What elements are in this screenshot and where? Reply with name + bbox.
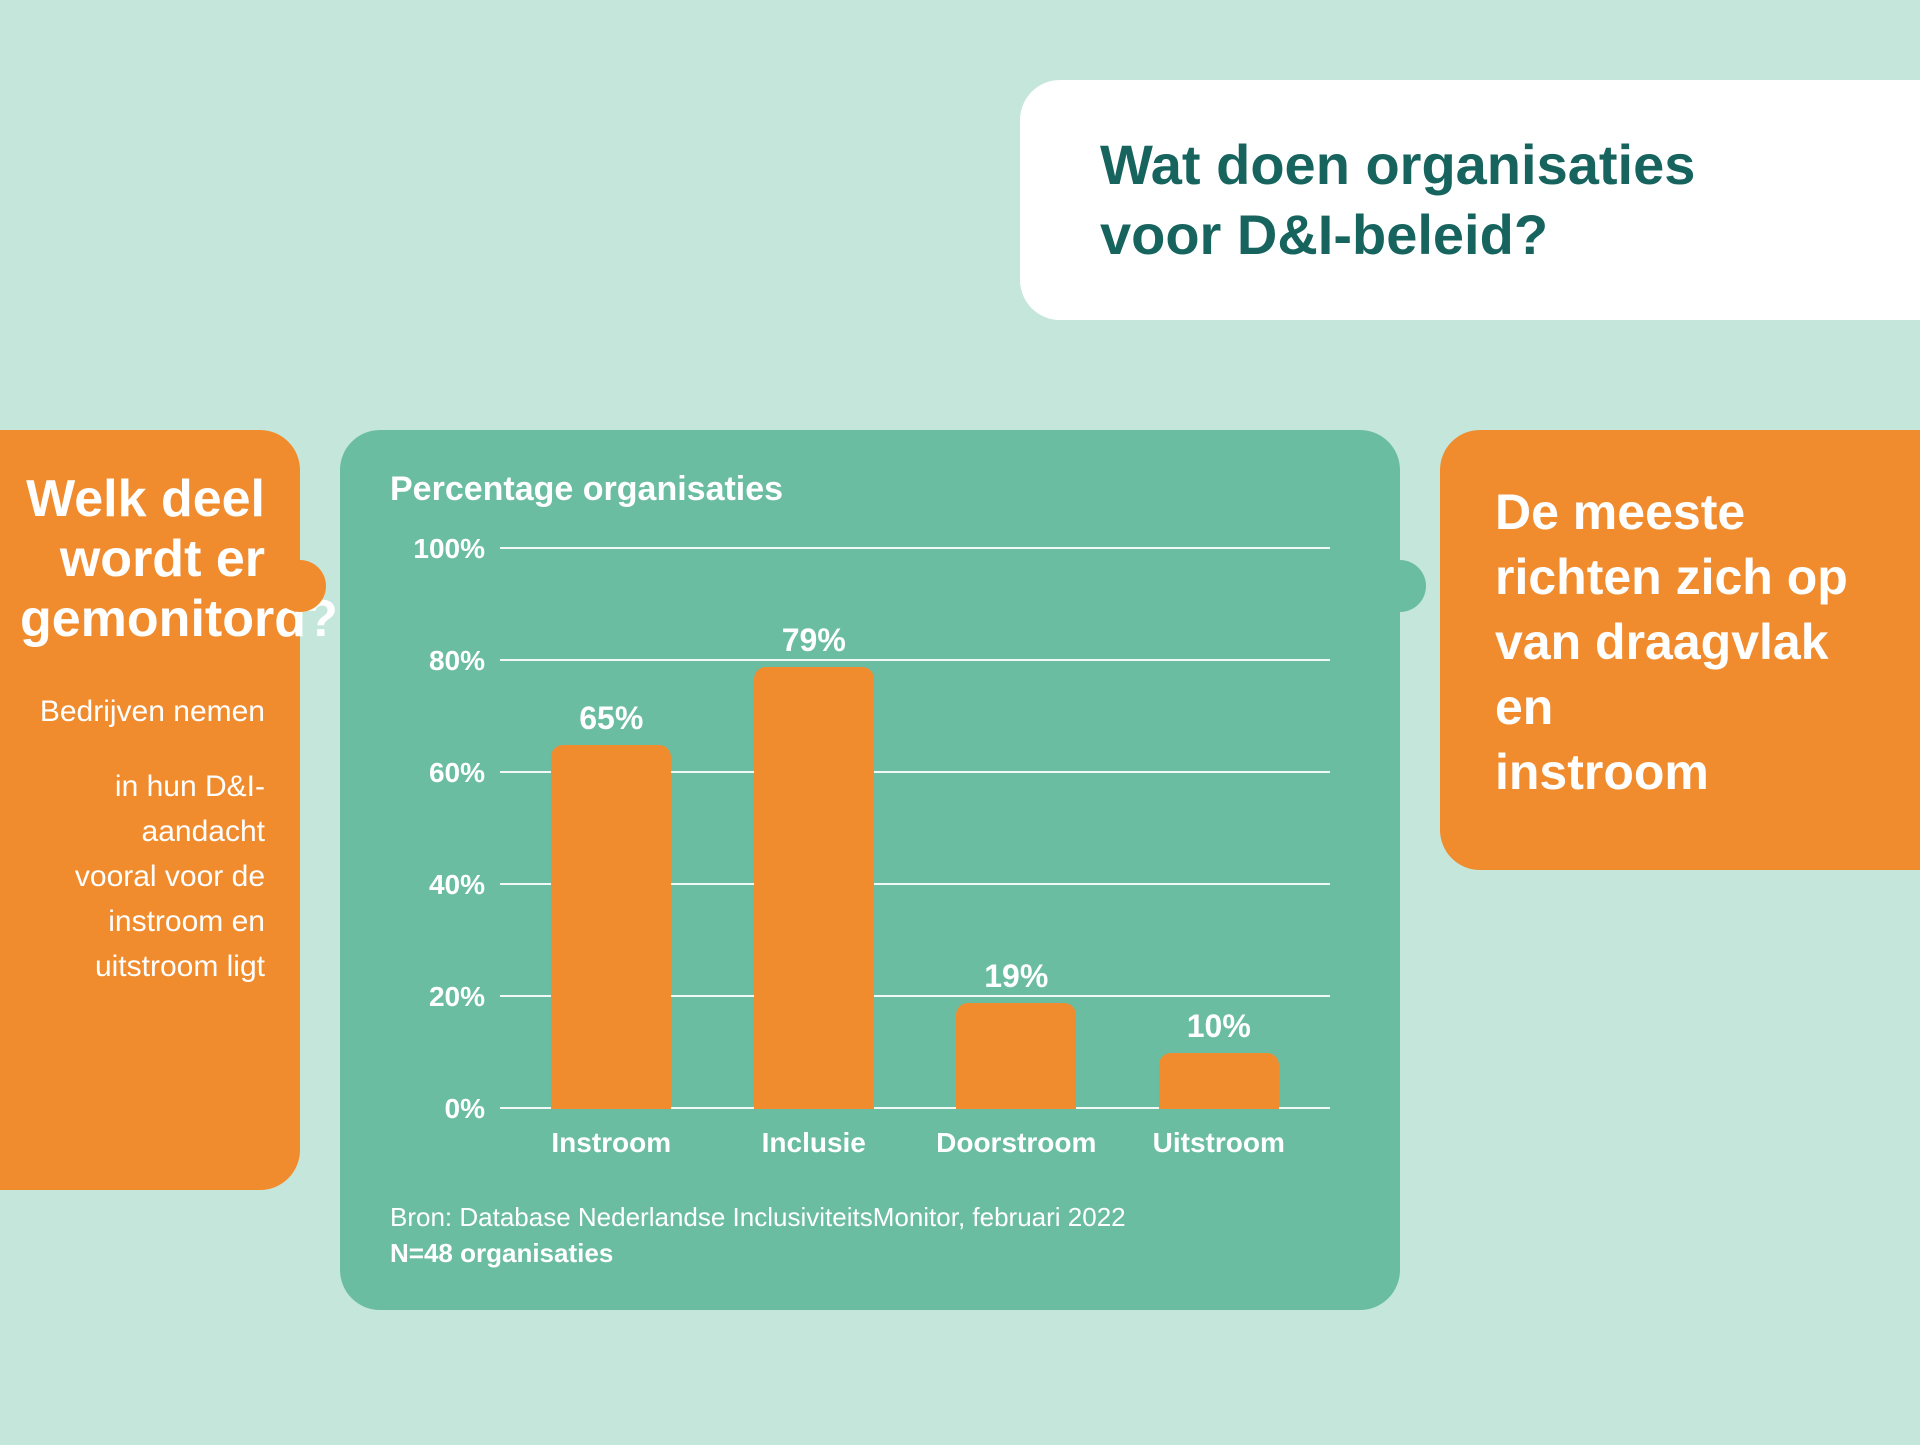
right-callout-panel: De meeste richten zich op van draagvlak … xyxy=(1440,430,1920,870)
bar-chart-panel: Percentage organisaties 0% 20% 40% 60% 80% 10… xyxy=(340,430,1400,1310)
chart-bar xyxy=(956,1003,1076,1109)
left-para-2: in hun D&I- aandacht vooral voor de inst… xyxy=(20,764,265,989)
left-heading-l2: wordt er xyxy=(60,530,265,588)
speech-bubble-tail-icon xyxy=(274,560,326,612)
chart-bar-category-label: Uitstroom xyxy=(1153,1127,1285,1159)
chart-bar xyxy=(754,667,874,1109)
chart-bar-value: 79% xyxy=(782,622,846,659)
right-l1: De meeste xyxy=(1495,484,1745,540)
title-callout: Wat doen organisaties voor D&I-beleid? xyxy=(1020,80,1920,320)
chart-bar-group: 65%Instroom xyxy=(510,549,713,1109)
speech-bubble-tail-icon xyxy=(1374,560,1426,612)
title-line-1: Wat doen organisaties xyxy=(1100,133,1695,196)
chart-bar-group: 19%Doorstroom xyxy=(915,549,1118,1109)
chart-ytick-label: 0% xyxy=(390,1093,485,1125)
right-l3: van draagvlak en xyxy=(1495,614,1829,735)
title-line-2: voor D&I-beleid? xyxy=(1100,203,1548,266)
chart-bar xyxy=(1159,1053,1279,1109)
chart-plot-area: 0%20%40%60%80%100% 65%Instroom79%Inclusi… xyxy=(500,549,1330,1109)
chart-source-line: Bron: Database Nederlandse Inclusiviteit… xyxy=(390,1199,1350,1235)
left-p2-l3: vooral voor de xyxy=(75,860,265,893)
left-p2-l5: uitstroom ligt xyxy=(95,950,265,983)
left-p2-l2: aandacht xyxy=(142,815,265,848)
chart-ytick-label: 80% xyxy=(390,645,485,677)
chart-bar-category-label: Doorstroom xyxy=(936,1127,1096,1159)
chart-ytick-label: 60% xyxy=(390,757,485,789)
chart-bar xyxy=(551,745,671,1109)
chart-bar-category-label: Instroom xyxy=(551,1127,671,1159)
chart-bars-container: 65%Instroom79%Inclusie19%Doorstroom10%Ui… xyxy=(500,549,1330,1109)
chart-bar-value: 65% xyxy=(579,700,643,737)
chart-source: Bron: Database Nederlandse Inclusiviteit… xyxy=(390,1199,1350,1272)
chart-bar-group: 79%Inclusie xyxy=(713,549,916,1109)
page-title: Wat doen organisaties voor D&I-beleid? xyxy=(1100,130,1860,270)
right-heading: De meeste richten zich op van draagvlak … xyxy=(1495,480,1880,805)
left-p2-l4: instroom en xyxy=(108,905,265,938)
chart-ytick-label: 20% xyxy=(390,981,485,1013)
chart-title: Percentage organisaties xyxy=(390,470,1350,509)
left-callout-panel: Welk deel wordt er gemonitord? Bedrijven… xyxy=(0,430,300,1190)
right-l2: richten zich op xyxy=(1495,549,1848,605)
chart-n-line: N=48 organisaties xyxy=(390,1235,1350,1271)
chart-bar-value: 10% xyxy=(1187,1008,1251,1045)
chart-ytick-label: 100% xyxy=(390,533,485,565)
right-l4: instroom xyxy=(1495,744,1709,800)
chart-bar-group: 10%Uitstroom xyxy=(1118,549,1321,1109)
chart-ytick-label: 40% xyxy=(390,869,485,901)
left-p2-l1: in hun D&I- xyxy=(115,770,265,803)
chart-bar-category-label: Inclusie xyxy=(762,1127,866,1159)
chart-bar-value: 19% xyxy=(984,958,1048,995)
left-heading-l1: Welk deel xyxy=(26,470,265,528)
left-para-1: Bedrijven nemen xyxy=(20,689,265,734)
left-heading: Welk deel wordt er gemonitord? xyxy=(20,470,265,649)
content-row: Welk deel wordt er gemonitord? Bedrijven… xyxy=(0,430,1920,1310)
